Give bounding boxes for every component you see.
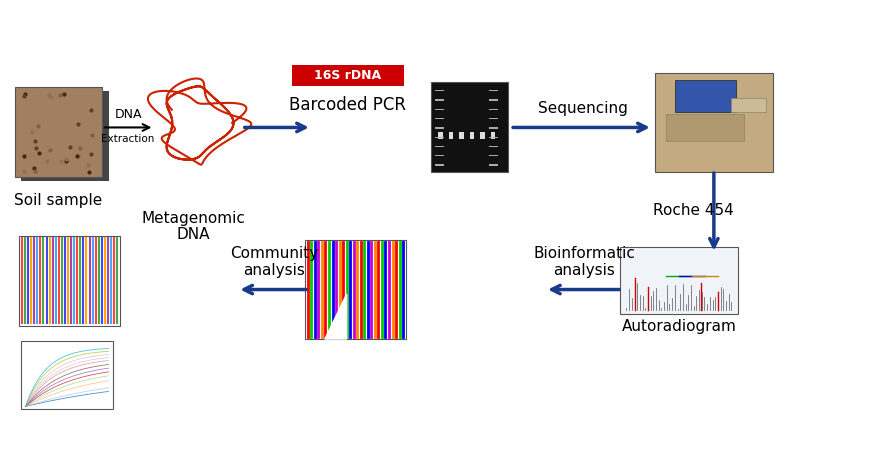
FancyBboxPatch shape bbox=[22, 91, 109, 181]
FancyBboxPatch shape bbox=[489, 99, 498, 101]
FancyBboxPatch shape bbox=[489, 90, 498, 92]
FancyBboxPatch shape bbox=[435, 164, 444, 166]
FancyBboxPatch shape bbox=[438, 131, 443, 134]
FancyBboxPatch shape bbox=[491, 131, 496, 134]
FancyBboxPatch shape bbox=[15, 87, 102, 177]
FancyBboxPatch shape bbox=[481, 136, 485, 139]
FancyBboxPatch shape bbox=[305, 240, 406, 339]
FancyBboxPatch shape bbox=[292, 65, 403, 87]
Text: Community
analysis: Community analysis bbox=[230, 246, 318, 278]
FancyBboxPatch shape bbox=[489, 118, 498, 119]
FancyBboxPatch shape bbox=[731, 98, 766, 112]
Text: Barcoded PCR: Barcoded PCR bbox=[289, 96, 406, 114]
FancyBboxPatch shape bbox=[435, 99, 444, 101]
FancyBboxPatch shape bbox=[435, 118, 444, 119]
Text: Autoradiogram: Autoradiogram bbox=[622, 319, 737, 334]
FancyBboxPatch shape bbox=[481, 131, 485, 134]
Text: Metagenomic: Metagenomic bbox=[142, 211, 246, 226]
FancyBboxPatch shape bbox=[491, 136, 496, 139]
FancyBboxPatch shape bbox=[666, 114, 745, 141]
FancyBboxPatch shape bbox=[21, 341, 113, 409]
FancyBboxPatch shape bbox=[489, 109, 498, 110]
FancyBboxPatch shape bbox=[460, 134, 464, 136]
FancyBboxPatch shape bbox=[449, 134, 453, 136]
FancyBboxPatch shape bbox=[435, 136, 444, 138]
FancyBboxPatch shape bbox=[489, 155, 498, 156]
FancyBboxPatch shape bbox=[435, 109, 444, 110]
FancyBboxPatch shape bbox=[489, 164, 498, 166]
FancyBboxPatch shape bbox=[438, 136, 443, 139]
Text: Roche 454: Roche 454 bbox=[652, 203, 733, 218]
FancyBboxPatch shape bbox=[481, 134, 485, 136]
Text: Soil sample: Soil sample bbox=[14, 193, 103, 208]
Text: Sequencing: Sequencing bbox=[538, 101, 628, 116]
FancyBboxPatch shape bbox=[620, 247, 738, 314]
FancyBboxPatch shape bbox=[470, 136, 474, 139]
Text: DNA: DNA bbox=[114, 108, 142, 120]
Text: Bioinformatic
analysis: Bioinformatic analysis bbox=[533, 246, 636, 278]
FancyBboxPatch shape bbox=[435, 155, 444, 156]
FancyBboxPatch shape bbox=[449, 136, 453, 139]
FancyBboxPatch shape bbox=[435, 90, 444, 92]
FancyBboxPatch shape bbox=[431, 82, 508, 173]
FancyBboxPatch shape bbox=[655, 73, 773, 173]
FancyBboxPatch shape bbox=[460, 136, 464, 139]
FancyBboxPatch shape bbox=[460, 131, 464, 134]
FancyBboxPatch shape bbox=[489, 146, 498, 147]
FancyBboxPatch shape bbox=[435, 146, 444, 147]
FancyBboxPatch shape bbox=[674, 80, 736, 112]
FancyBboxPatch shape bbox=[470, 131, 474, 134]
Text: DNA: DNA bbox=[177, 226, 210, 241]
FancyBboxPatch shape bbox=[489, 127, 498, 129]
FancyBboxPatch shape bbox=[491, 134, 496, 136]
FancyBboxPatch shape bbox=[438, 134, 443, 136]
FancyBboxPatch shape bbox=[435, 127, 444, 129]
FancyBboxPatch shape bbox=[449, 131, 453, 134]
FancyBboxPatch shape bbox=[489, 136, 498, 138]
Text: Extraction: Extraction bbox=[102, 134, 155, 144]
Text: 16S rDNA: 16S rDNA bbox=[314, 69, 381, 82]
FancyBboxPatch shape bbox=[19, 236, 120, 326]
FancyBboxPatch shape bbox=[470, 134, 474, 136]
Polygon shape bbox=[324, 294, 346, 339]
